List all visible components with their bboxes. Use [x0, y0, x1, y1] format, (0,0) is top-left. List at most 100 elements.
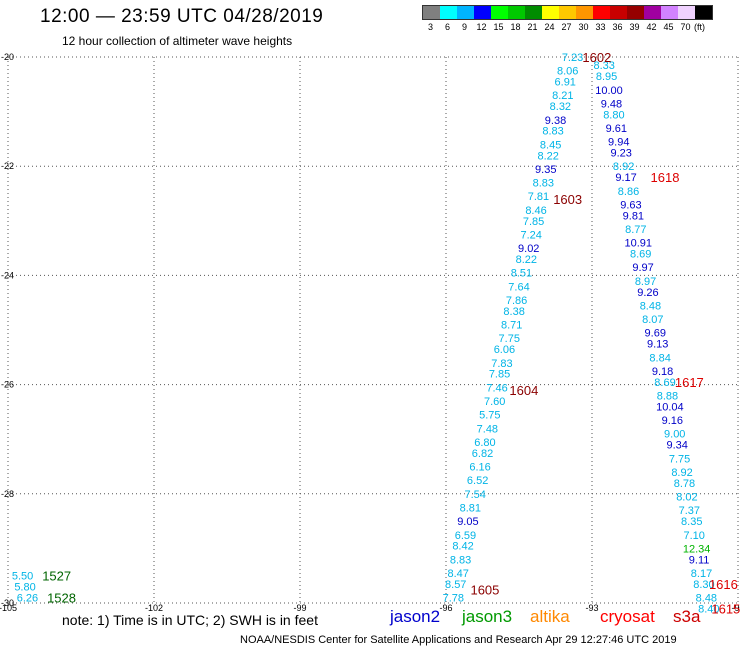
swh-data-label: 10.91 [624, 238, 652, 250]
swh-data-label: 5.75 [479, 410, 500, 422]
swh-data-label: 8.81 [460, 502, 481, 514]
pass-annotation: 1618 [651, 170, 680, 185]
swh-data-label: 9.35 [535, 164, 556, 176]
swh-data-label: 6.16 [469, 462, 490, 474]
swh-data-label: 9.02 [518, 243, 539, 255]
color-swatch [508, 6, 525, 19]
swh-data-label: 8.21 [552, 90, 573, 102]
swh-data-label: 8.48 [696, 593, 717, 605]
swh-data-label: 8.47 [447, 568, 468, 580]
swh-data-label: 8.22 [537, 150, 558, 162]
swh-data-label: 6.52 [467, 475, 488, 487]
y-tick-label: -22 [1, 161, 14, 171]
swh-data-label: 9.11 [689, 554, 710, 566]
swh-data-label: 8.77 [625, 224, 646, 236]
swh-data-label: 8.80 [603, 109, 624, 121]
swh-data-label: 7.60 [484, 396, 505, 408]
y-tick-label: -20 [1, 52, 14, 62]
color-scale-unit: (ft) [694, 22, 705, 32]
swh-data-label: 8.42 [452, 541, 473, 553]
color-scale-label: 24 [544, 22, 555, 32]
swh-data-label: 8.33 [593, 60, 614, 72]
swh-data-label: 5.80 [14, 582, 35, 594]
swh-data-label: 8.83 [542, 126, 563, 138]
swh-data-label: 8.71 [501, 320, 522, 332]
swh-data-label: 8.35 [681, 516, 702, 528]
color-swatch [491, 6, 508, 19]
y-tick-label: -24 [1, 270, 14, 280]
swh-data-label: 8.84 [649, 352, 670, 364]
swh-data-label: 9.94 [608, 137, 629, 149]
swh-data-label: 7.64 [508, 281, 529, 293]
legend-s3a: s3a [673, 607, 701, 626]
color-scale-label: 70 [680, 22, 691, 32]
swh-data-label: 8.83 [533, 178, 554, 190]
swh-data-label: 9.34 [666, 440, 687, 452]
color-scale-label: 9 [461, 22, 467, 32]
swh-data-label: 12.34 [683, 543, 711, 555]
swh-data-label: 9.81 [623, 210, 644, 222]
swh-data-label: 8.69 [654, 377, 675, 389]
swh-data-label: 8.22 [516, 254, 537, 266]
pass-annotation: 1616 [709, 577, 738, 592]
swh-data-label: 7.75 [669, 453, 690, 465]
swh-data-label: 9.38 [545, 115, 566, 127]
color-swatch [423, 6, 440, 19]
legend-cryosat: cryosat [600, 607, 655, 626]
color-scale-label: 6 [444, 22, 450, 32]
swh-data-label: 6.82 [472, 448, 493, 460]
color-swatch [593, 6, 610, 19]
swh-data-label: 8.92 [671, 467, 692, 479]
swh-data-label: 8.51 [511, 268, 532, 280]
swh-data-label: 8.95 [596, 71, 617, 83]
pass-annotation: 1604 [509, 383, 538, 398]
swh-data-label: 9.13 [647, 339, 668, 351]
x-tick-label: -96 [439, 603, 452, 613]
color-scale-label: 27 [561, 22, 572, 32]
swh-data-label: 8.45 [540, 139, 561, 151]
color-swatch [644, 6, 661, 19]
swh-data-label: 7.83 [491, 358, 512, 370]
swh-data-label: 7.23 [562, 52, 583, 64]
color-swatch [627, 6, 644, 19]
color-scale-label: 12 [476, 22, 487, 32]
swh-data-label: 6.06 [494, 344, 515, 356]
swh-data-label: 7.85 [489, 369, 510, 381]
swh-data-label: 7.48 [477, 423, 498, 435]
y-tick-label: -26 [1, 380, 14, 390]
color-scale-label: 42 [646, 22, 657, 32]
swh-data-label: 9.63 [620, 199, 641, 211]
swh-data-label: 9.18 [652, 366, 673, 378]
swh-data-label: 6.80 [474, 437, 495, 449]
pass-annotation: 1617 [675, 375, 704, 390]
color-scale-label: 3 [427, 22, 433, 32]
color-swatch [695, 6, 712, 19]
chart-title: 12:00 — 23:59 UTC 04/28/2019 [40, 6, 324, 27]
legend-jason2: jason2 [390, 607, 441, 626]
swh-data-label: 9.61 [606, 123, 627, 135]
swh-data-label: 8.86 [618, 186, 639, 198]
swh-data-label: 8.02 [676, 492, 697, 504]
swh-data-label: 7.46 [486, 382, 507, 394]
color-scale-label: 33 [595, 22, 606, 32]
swh-data-label: 9.05 [457, 516, 478, 528]
pass-annotation: 1602 [582, 50, 611, 65]
color-swatch [440, 6, 457, 19]
swh-data-label: 5.50 [12, 571, 33, 583]
y-tick-label: -30 [1, 598, 14, 608]
swh-data-label: 8.88 [657, 391, 678, 403]
color-swatch [610, 6, 627, 19]
swh-data-label: 9.26 [637, 287, 658, 299]
swh-data-label: 8.17 [691, 568, 712, 580]
swh-data-label: 9.97 [632, 262, 653, 274]
color-scale-label: 18 [510, 22, 521, 32]
swh-data-label: 8.46 [525, 205, 546, 217]
x-tick-label: -99 [293, 603, 306, 613]
color-swatch [559, 6, 576, 19]
x-tick-label: -90 [731, 603, 740, 613]
pass-annotation: 1615 [711, 601, 740, 616]
swh-data-label: 7.86 [506, 295, 527, 307]
swh-data-label: 7.85 [523, 216, 544, 228]
legend-altika: altika [530, 607, 570, 626]
footer-credit: NOAA/NESDIS Center for Satellite Applica… [240, 634, 677, 646]
